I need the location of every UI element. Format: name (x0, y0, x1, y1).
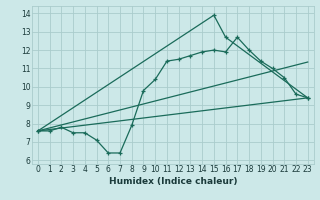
X-axis label: Humidex (Indice chaleur): Humidex (Indice chaleur) (108, 177, 237, 186)
